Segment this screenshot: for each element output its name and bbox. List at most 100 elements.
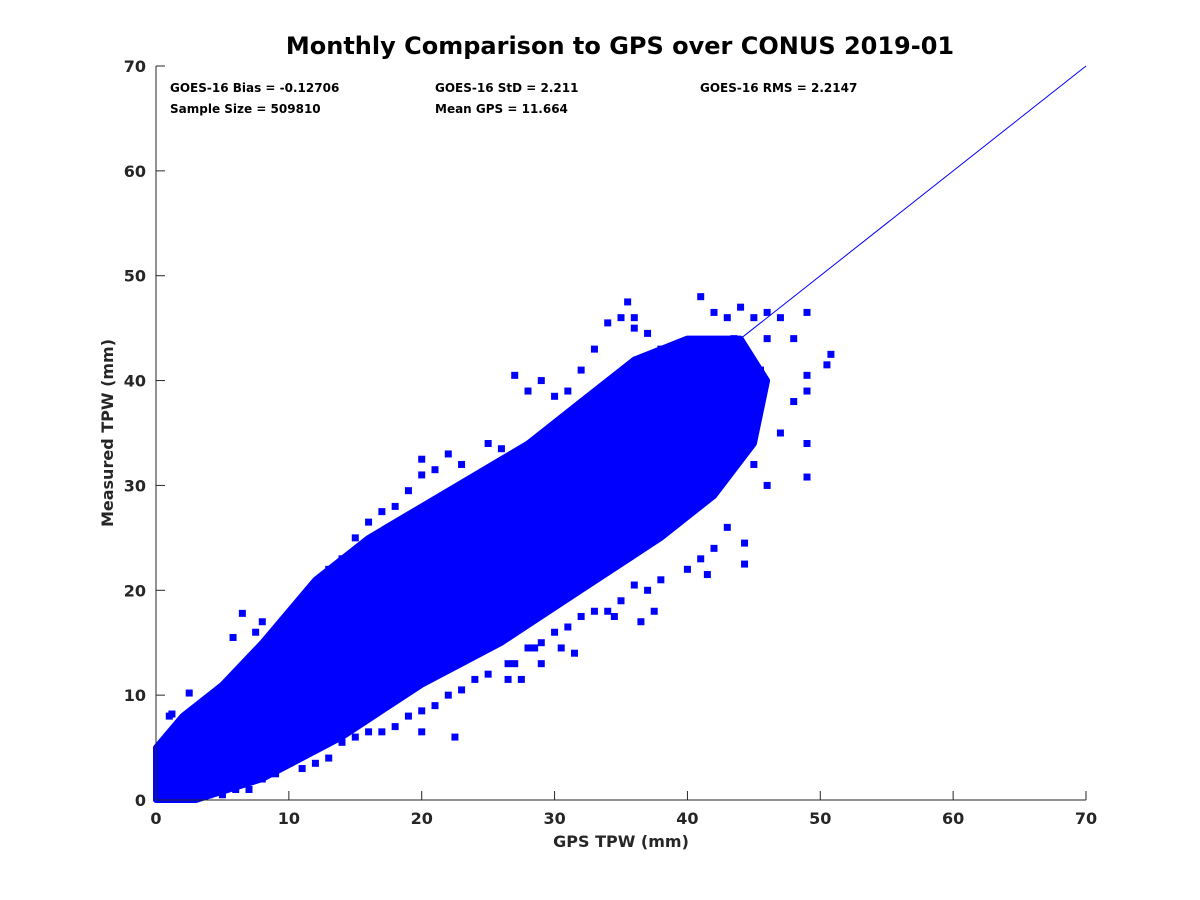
scatter-point bbox=[272, 770, 280, 778]
scatter-point bbox=[179, 791, 187, 799]
scatter-point bbox=[338, 738, 346, 746]
stat-std: GOES-16 StD = 2.211 bbox=[435, 81, 578, 95]
scatter-point bbox=[657, 345, 665, 353]
scatter-point bbox=[199, 775, 206, 783]
scatter-point bbox=[511, 371, 519, 379]
scatter-point bbox=[757, 366, 764, 374]
scatter-point bbox=[272, 639, 280, 647]
scatter-point bbox=[803, 473, 811, 481]
x-tick-label: 30 bbox=[543, 809, 565, 828]
scatter-point bbox=[697, 293, 705, 301]
scatter-point bbox=[458, 686, 466, 694]
scatter-point bbox=[717, 340, 725, 348]
scatter-point bbox=[537, 639, 545, 647]
scatter-point bbox=[741, 560, 749, 568]
y-tick-label: 50 bbox=[124, 267, 146, 286]
scatter-point bbox=[218, 791, 226, 799]
scatter-point bbox=[232, 786, 240, 794]
x-tick-label: 40 bbox=[676, 809, 698, 828]
scatter-point bbox=[444, 691, 452, 699]
scatter-point bbox=[723, 314, 731, 322]
x-axis-label: GPS TPW (mm) bbox=[553, 832, 689, 851]
scatter-point bbox=[238, 609, 246, 617]
y-tick-label: 70 bbox=[124, 57, 146, 76]
scatter-point bbox=[451, 733, 459, 741]
scatter-point bbox=[710, 308, 718, 316]
x-ticks: 0 10 20 30 40 50 60 70 bbox=[150, 791, 1097, 828]
scatter-point bbox=[630, 581, 638, 589]
scatter-point bbox=[365, 728, 373, 736]
scatter-point bbox=[803, 439, 811, 447]
y-tick-label: 20 bbox=[124, 581, 146, 600]
x-tick-label: 70 bbox=[1075, 809, 1097, 828]
scatter-point bbox=[741, 539, 749, 547]
scatter-point bbox=[258, 618, 266, 626]
scatter-point bbox=[185, 689, 193, 697]
y-tick-label: 60 bbox=[124, 162, 146, 181]
scatter-point bbox=[557, 644, 565, 652]
scatter-point bbox=[637, 618, 645, 626]
scatter-point bbox=[431, 466, 439, 474]
scatter-point bbox=[703, 571, 711, 579]
scatter-point bbox=[737, 303, 745, 311]
scatter-point bbox=[444, 450, 452, 458]
scatter-point bbox=[245, 660, 253, 668]
scatter-point bbox=[571, 649, 578, 657]
scatter-point bbox=[351, 534, 359, 542]
scatter-point bbox=[803, 387, 811, 395]
scatter-point bbox=[185, 780, 193, 788]
scatter-point bbox=[610, 613, 618, 620]
scatter-point bbox=[192, 733, 200, 741]
scatter-point bbox=[683, 565, 691, 573]
scatter-point bbox=[524, 644, 532, 652]
y-tick-label: 10 bbox=[124, 686, 146, 705]
scatter-point bbox=[564, 623, 572, 631]
y-tick-label: 40 bbox=[124, 372, 146, 391]
x-tick-label: 50 bbox=[809, 809, 831, 828]
scatter-point bbox=[431, 702, 439, 710]
scatter-point bbox=[285, 618, 293, 626]
scatter-point bbox=[258, 775, 266, 783]
scatter-point bbox=[311, 586, 319, 594]
scatter-point bbox=[823, 361, 831, 369]
chart-title: Monthly Comparison to GPS over CONUS 201… bbox=[286, 32, 954, 60]
scatter-point bbox=[484, 670, 492, 678]
stats-annotations: GOES-16 Bias = -0.12706 GOES-16 StD = 2.… bbox=[170, 81, 857, 116]
scatter-point bbox=[418, 455, 426, 463]
scatter-cloud bbox=[153, 335, 771, 803]
scatter-point bbox=[504, 675, 512, 683]
scatter-point bbox=[683, 356, 691, 364]
scatter-point bbox=[325, 565, 333, 573]
scatter-point bbox=[551, 392, 559, 400]
scatter-point bbox=[827, 350, 835, 358]
scatter-point bbox=[537, 377, 545, 385]
stat-rms: GOES-16 RMS = 2.2147 bbox=[700, 81, 857, 95]
scatter-point bbox=[165, 770, 173, 778]
scatter-point bbox=[604, 607, 612, 615]
scatter-point bbox=[630, 314, 638, 322]
scatter-point bbox=[391, 723, 399, 731]
y-ticks: 0 10 20 30 40 50 60 70 bbox=[124, 57, 165, 810]
scatter-point bbox=[418, 728, 426, 736]
axes: 0 10 20 30 40 50 60 70 0 10 20 30 40 50 60 70 bbox=[124, 57, 1097, 828]
scatter-point bbox=[471, 675, 479, 683]
scatter-point bbox=[644, 377, 652, 385]
scatter-point bbox=[298, 765, 306, 773]
stat-bias: GOES-16 Bias = -0.12706 bbox=[170, 81, 339, 95]
scatter-point bbox=[763, 308, 771, 316]
y-tick-label: 0 bbox=[135, 791, 146, 810]
scatter-point bbox=[517, 675, 525, 683]
scatter-point bbox=[697, 555, 705, 563]
scatter-point bbox=[790, 335, 798, 343]
scatter-density-region bbox=[153, 335, 771, 803]
scatter-point bbox=[723, 523, 731, 531]
scatter-point bbox=[590, 607, 598, 615]
scatter-point bbox=[624, 298, 632, 306]
scatter-point bbox=[590, 345, 598, 353]
scatter-point bbox=[212, 765, 220, 773]
scatter-point bbox=[229, 633, 237, 641]
scatter-point bbox=[205, 712, 213, 720]
one-to-one-line bbox=[155, 65, 1087, 801]
scatter-point bbox=[803, 308, 811, 316]
scatter-point bbox=[404, 487, 412, 495]
